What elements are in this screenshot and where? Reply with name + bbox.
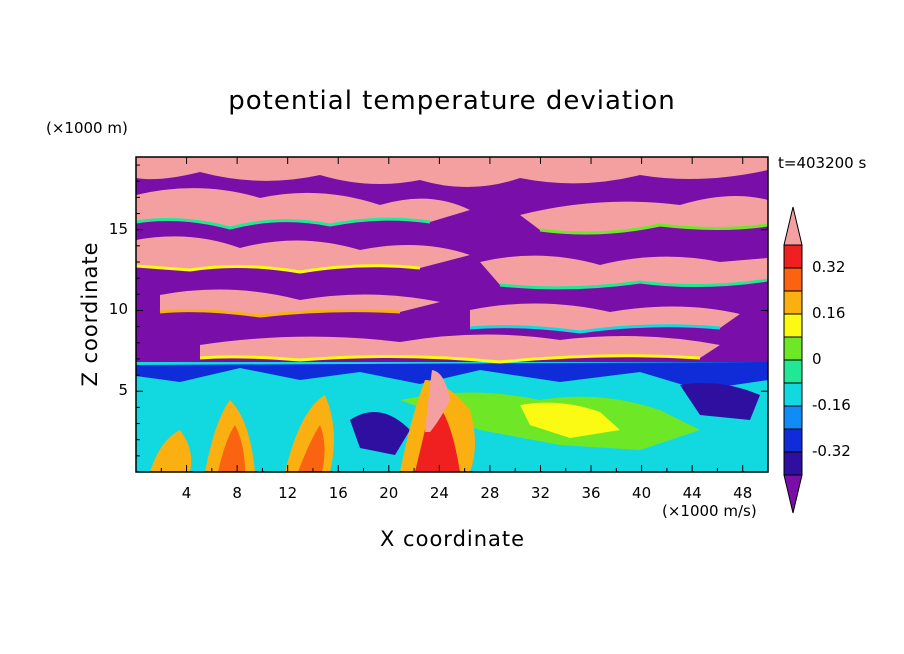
colorbar-swatch — [783, 451, 803, 476]
x-tick-label: 48 — [733, 484, 753, 502]
x-tick-label: 28 — [480, 484, 500, 502]
colorbar-swatch — [783, 290, 803, 315]
band-pink-4 — [480, 255, 768, 288]
rim-yellow-2 — [199, 354, 701, 364]
band-pink-3 — [136, 236, 470, 272]
rim-green-2 — [499, 278, 768, 290]
plume-red-3 — [415, 400, 460, 472]
x-tick-label: 8 — [232, 484, 242, 502]
x-tick-label: 4 — [181, 484, 192, 502]
band-pink-2 — [520, 196, 768, 234]
colorbar-label: 0.16 — [812, 304, 846, 322]
plume-pink-3 — [425, 370, 450, 432]
colorbar-label: -0.32 — [812, 442, 851, 460]
field-lower-yellow — [520, 402, 620, 438]
x-unit-label: (×1000 m/s) — [662, 502, 757, 520]
colorbar — [783, 206, 803, 514]
plume-red-1 — [218, 425, 245, 472]
x-tick-label: 44 — [682, 484, 702, 502]
colorbar-swatch — [783, 267, 803, 292]
x-tick-label: 32 — [530, 484, 551, 502]
rim-orange-1 — [159, 309, 401, 318]
heatmap-field — [136, 157, 768, 472]
colorbar-swatch — [783, 336, 803, 361]
x-axis-label: X coordinate — [380, 527, 526, 551]
colorbar-label: -0.16 — [812, 396, 851, 414]
rim-yellow-1 — [136, 264, 421, 274]
plume-orange-4 — [150, 430, 192, 472]
colorbar-label: 0 — [812, 350, 822, 368]
time-label: t=403200 s — [778, 154, 867, 172]
colorbar-swatch — [783, 405, 803, 430]
chart-title: potential temperature deviation — [228, 86, 676, 116]
plume-red-2 — [298, 425, 325, 472]
x-tick-label: 36 — [581, 484, 601, 502]
x-tick-label: 20 — [379, 484, 399, 502]
field-lower-darkblue-2 — [350, 412, 410, 455]
plot-frame — [135, 156, 769, 473]
colorbar-swatch — [783, 382, 803, 407]
rim-cyan-1 — [469, 324, 721, 334]
y-axis-ticks — [136, 164, 768, 457]
colorbar-extend-min — [783, 474, 803, 514]
x-axis-ticks — [160, 157, 744, 472]
colorbar-swatch — [783, 244, 803, 269]
colorbar-extend-max — [783, 206, 803, 246]
band-pink-top — [136, 157, 768, 188]
y-tick-label: 10 — [108, 300, 128, 319]
rim-green-1 — [136, 217, 431, 230]
rim-green-3 — [539, 223, 768, 235]
colorbar-swatch — [783, 359, 803, 384]
x-tick-label: 16 — [328, 484, 348, 502]
field-lower-blue — [136, 362, 768, 390]
x-tick-label: 24 — [429, 484, 449, 502]
y-unit-label: (×1000 m) — [46, 119, 128, 137]
x-tick-label: 12 — [278, 484, 298, 502]
field-lower-darkblue — [680, 382, 760, 420]
x-tick-label: 40 — [632, 484, 652, 502]
y-tick-label: 5 — [118, 381, 128, 400]
colorbar-swatch — [783, 313, 803, 338]
y-tick-label: 15 — [108, 219, 128, 238]
colorbar-label: 0.32 — [812, 258, 846, 276]
colorbar-swatch — [783, 428, 803, 453]
